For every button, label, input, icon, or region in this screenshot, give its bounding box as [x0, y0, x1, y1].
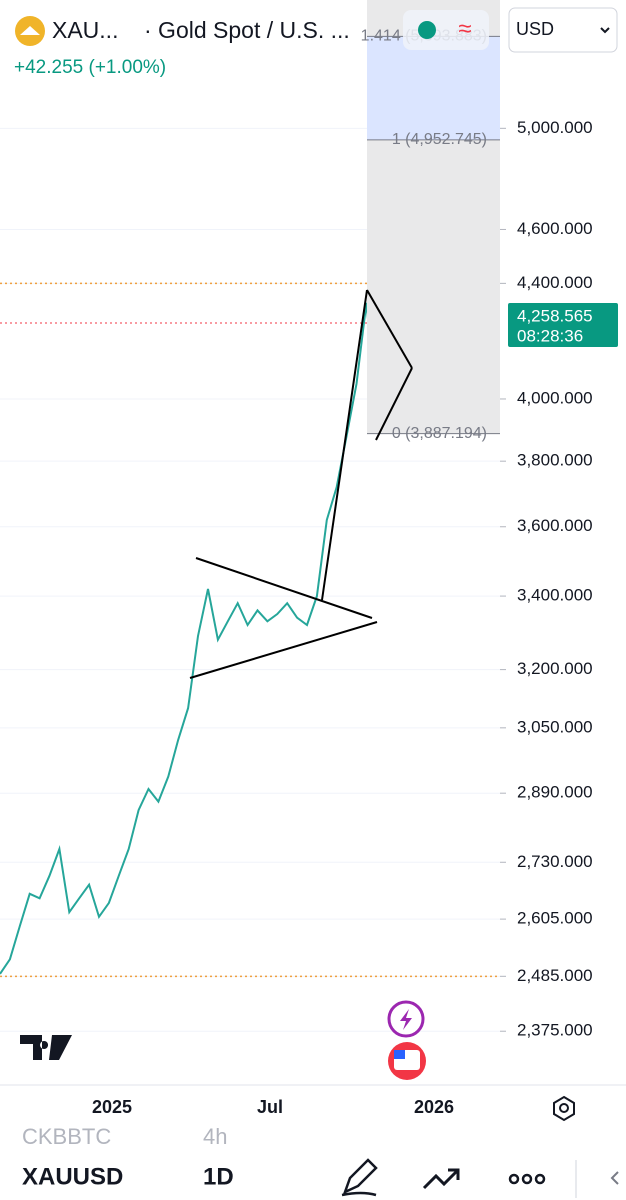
y-tick-label: 2,485.000 — [517, 966, 593, 985]
currency-select[interactable] — [508, 7, 618, 53]
fib-retracement: 1.414 (5,393.883)1 (4,952.745)0 (3,887.1… — [361, 0, 500, 442]
fib-label: 0 (3,887.194) — [392, 425, 487, 442]
y-tick-label: 2,890.000 — [517, 783, 593, 802]
x-tick-label: 2025 — [92, 1097, 132, 1117]
indicators-button[interactable] — [422, 1168, 460, 1190]
status-pill[interactable] — [403, 10, 489, 50]
countdown: 08:28:36 — [517, 326, 583, 345]
symbol: XAU... — [52, 17, 118, 43]
currency: USD — [516, 19, 554, 39]
y-tick-label: 5,000.000 — [517, 118, 593, 137]
prev-interval[interactable]: 4h — [203, 1124, 227, 1149]
price-change: +42.255 (+1.00%) — [14, 57, 166, 78]
tradingview-logo — [20, 1035, 72, 1060]
y-tick-label: 3,600.000 — [517, 516, 593, 535]
symbol-icon-mark — [20, 26, 40, 35]
prev-symbol[interactable]: CKBBTC — [22, 1124, 111, 1149]
x-tick-label: Jul — [257, 1097, 283, 1117]
y-tick-label: 3,200.000 — [517, 659, 593, 678]
y-tick-label: 2,605.000 — [517, 909, 593, 928]
y-tick-label: 3,400.000 — [517, 586, 593, 605]
fib-band — [367, 36, 500, 140]
market-open-dot — [418, 21, 436, 39]
collapse-button[interactable] — [610, 1171, 619, 1185]
fib-band — [367, 139, 500, 434]
symbol-button[interactable]: XAUUSD — [22, 1163, 123, 1190]
settings-button-core — [559, 1103, 569, 1113]
x-tick-label: 2026 — [414, 1097, 454, 1117]
y-tick-label: 3,050.000 — [517, 717, 593, 736]
price-line — [0, 302, 407, 975]
last-price-box — [508, 302, 618, 347]
y-tick-label: 4,400.000 — [517, 273, 593, 292]
y-tick-label: 4,600.000 — [517, 219, 593, 238]
drawing-tool-button[interactable] — [341, 1158, 378, 1197]
drawings — [189, 289, 413, 679]
bottom-bar — [0, 1125, 626, 1200]
flag-icon-canton — [394, 1050, 405, 1059]
y-tick-label: 2,375.000 — [517, 1021, 593, 1040]
fib-label: 1 (4,952.745) — [392, 131, 487, 148]
symbol-name: · Gold Spot / U.S. ... — [144, 17, 350, 43]
volatility-icon: ≈ — [458, 15, 471, 42]
y-tick-label: 3,800.000 — [517, 451, 593, 470]
event-icon-bolt — [400, 1009, 412, 1030]
settings-button[interactable] — [553, 1095, 575, 1122]
last-price-label: 4,258.565 — [517, 306, 593, 325]
more-button[interactable] — [508, 1173, 546, 1185]
dropdown-caret — [600, 27, 610, 34]
interval-button[interactable]: 1D — [203, 1163, 234, 1190]
y-tick-label: 2,730.000 — [517, 852, 593, 871]
y-tick-label: 4,000.000 — [517, 388, 593, 407]
